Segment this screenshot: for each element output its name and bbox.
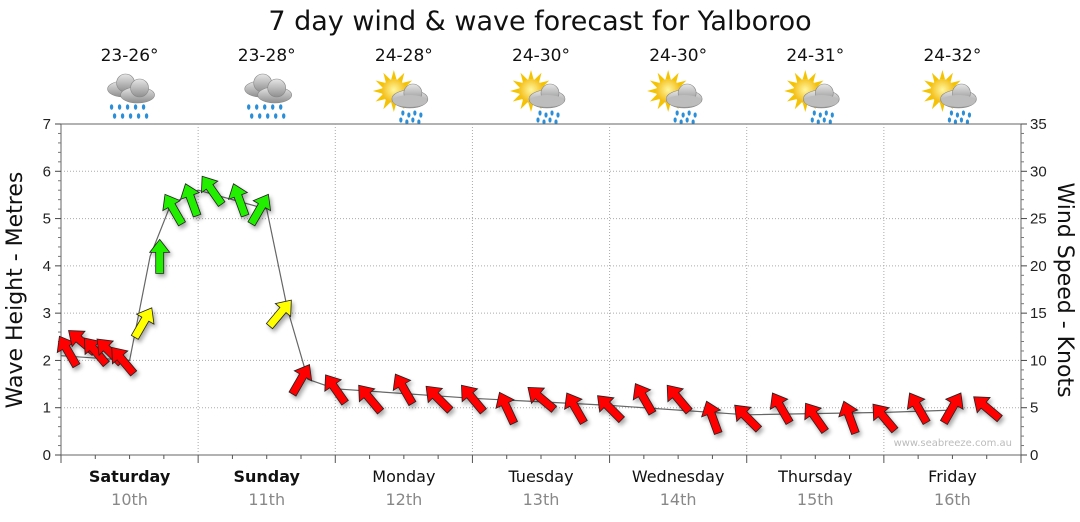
day-name-label: Wednesday xyxy=(632,467,725,486)
weather-icons xyxy=(107,70,977,125)
wind-arrow xyxy=(769,392,794,425)
rain-icon xyxy=(244,73,293,119)
wind-arrow xyxy=(227,183,250,218)
wind-arrow xyxy=(804,402,829,434)
left-tick-label: 7 xyxy=(43,116,51,133)
wind-arrow xyxy=(701,400,723,436)
wind-arrow xyxy=(288,364,313,397)
chart-title: 7 day wind & wave forecast for Yalboroo xyxy=(268,6,811,37)
left-axis-title: Wave Height - Metres xyxy=(3,172,28,409)
wind-arrow xyxy=(111,346,138,377)
sun-rain-icon xyxy=(784,70,840,125)
temperature-range: 24-32° xyxy=(923,46,981,66)
right-axis-ticks: 0 5 10 15 20 25 30 35 xyxy=(1021,116,1047,464)
wind-arrow xyxy=(265,299,292,330)
grid-lines xyxy=(61,124,1021,455)
temperature-range: 24-28° xyxy=(375,46,433,66)
left-axis-ticks: 0 1 2 3 4 5 6 7 xyxy=(43,116,61,464)
right-tick-label: 30 xyxy=(1030,163,1047,180)
wind-arrow xyxy=(527,386,558,413)
right-tick-label: 15 xyxy=(1030,305,1047,322)
wind-arrow xyxy=(162,193,187,227)
left-tick-label: 2 xyxy=(43,352,51,369)
wind-arrow xyxy=(906,392,931,425)
day-name-label: Sunday xyxy=(233,467,300,486)
left-tick-label: 1 xyxy=(43,400,51,417)
right-tick-label: 20 xyxy=(1030,258,1047,275)
day-date-label: 15th xyxy=(797,490,834,509)
wind-arrow xyxy=(425,385,454,414)
temperature-range: 23-28° xyxy=(238,46,296,66)
day-date-label: 14th xyxy=(660,490,697,509)
wind-arrow xyxy=(461,384,487,415)
right-tick-label: 0 xyxy=(1030,447,1038,464)
right-tick-label: 35 xyxy=(1030,116,1047,133)
day-name-label: Tuesday xyxy=(507,467,573,486)
wind-arrow xyxy=(632,383,657,416)
wind-arrow xyxy=(130,307,155,340)
wind-arrow xyxy=(666,384,693,415)
day-date-label: 11th xyxy=(248,490,285,509)
wind-arrow xyxy=(973,396,1003,423)
rain-icon xyxy=(107,73,155,119)
right-tick-label: 10 xyxy=(1030,352,1047,369)
sun-rain-icon xyxy=(510,70,566,125)
day-name-label: Monday xyxy=(372,467,435,486)
temperature-range: 24-30° xyxy=(512,46,570,66)
day-date-label: 16th xyxy=(934,490,971,509)
wind-arrow xyxy=(734,404,763,433)
temperature-range: 24-30° xyxy=(649,46,707,66)
left-tick-label: 6 xyxy=(43,163,51,180)
left-tick-label: 4 xyxy=(43,258,51,275)
wind-arrow xyxy=(495,391,519,426)
day-name-label: Friday xyxy=(928,467,977,486)
sun-rain-icon xyxy=(647,70,703,125)
wind-arrow xyxy=(392,373,417,407)
daily-temperatures: 23-26° 23-28° 24-28° 24-30° 24-30° 24-31° 24-3… xyxy=(101,46,982,66)
wind-arrow xyxy=(358,384,385,415)
wind-arrow xyxy=(838,400,860,436)
temperature-range: 23-26° xyxy=(101,46,159,66)
wind-arrow xyxy=(247,193,272,227)
wind-arrow xyxy=(179,183,202,218)
right-tick-label: 5 xyxy=(1030,400,1038,417)
left-tick-label: 0 xyxy=(43,447,51,464)
sun-rain-icon xyxy=(372,70,429,125)
wind-arrows xyxy=(56,175,1003,436)
left-tick-label: 5 xyxy=(43,211,51,228)
temperature-range: 24-31° xyxy=(786,46,844,66)
wind-arrow xyxy=(872,403,899,434)
day-date-label: 10th xyxy=(111,490,148,509)
wind-arrow xyxy=(148,238,171,274)
sun-rain-icon xyxy=(921,70,977,125)
wind-arrow xyxy=(564,392,588,425)
credit-watermark: www.seabreeze.com.au xyxy=(894,438,1012,449)
left-tick-label: 3 xyxy=(43,305,51,322)
right-axis-title: Wind Speed - Knots xyxy=(1052,182,1077,397)
day-name-label: Saturday xyxy=(89,467,171,486)
wind-arrow xyxy=(324,374,349,406)
right-tick-label: 25 xyxy=(1030,211,1047,228)
wind-arrow xyxy=(939,392,964,425)
wind-arrow xyxy=(200,175,226,207)
wind-arrow xyxy=(597,395,626,424)
day-name-label: Thursday xyxy=(777,467,852,486)
day-labels: Saturday 10th Sunday 11th Monday 12th Tuesday 1… xyxy=(60,455,1022,509)
day-date-label: 13th xyxy=(523,490,560,509)
day-date-label: 12th xyxy=(385,490,422,509)
